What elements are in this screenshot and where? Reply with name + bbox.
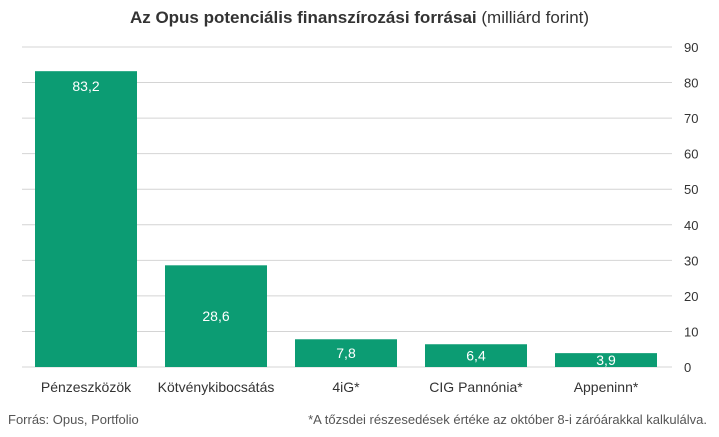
bar-value-label: 3,9 [596, 352, 616, 368]
y-tick-label: 60 [684, 147, 698, 162]
bar-value-label: 6,4 [466, 348, 486, 364]
bar-value-label: 28,6 [202, 308, 229, 324]
footnote: *A tőzsdei részesedések értéke az októbe… [308, 412, 707, 427]
source-note: Forrás: Opus, Portfolio [8, 412, 139, 427]
chart-title-main: Az Opus potenciális finanszírozási forrá… [129, 8, 477, 27]
y-tick-label: 0 [684, 360, 691, 375]
bar-value-label: 7,8 [336, 345, 356, 361]
y-tick-label: 20 [684, 289, 698, 304]
y-tick-label: 40 [684, 218, 698, 233]
y-tick-label: 80 [684, 76, 698, 91]
bar [35, 71, 137, 367]
bar-value-label: 83,2 [72, 78, 99, 94]
bar [295, 339, 397, 367]
bar [555, 353, 657, 367]
x-category-label: 4iG* [332, 379, 360, 395]
y-tick-label: 30 [684, 253, 698, 268]
x-category-label: Kötvénykibocsátás [158, 379, 275, 395]
y-tick-label: 90 [684, 40, 698, 55]
chart-title: Az Opus potenciális finanszírozási forrá… [0, 8, 719, 28]
bar [425, 344, 527, 367]
chart-title-unit: (milliárd forint) [481, 8, 590, 27]
y-tick-label: 10 [684, 324, 698, 339]
bar [165, 265, 267, 367]
x-category-label: Pénzeszközök [41, 379, 132, 395]
x-category-label: CIG Pannónia* [429, 379, 523, 395]
x-category-label: Appeninn* [574, 379, 639, 395]
y-tick-label: 50 [684, 182, 698, 197]
y-tick-label: 70 [684, 111, 698, 126]
